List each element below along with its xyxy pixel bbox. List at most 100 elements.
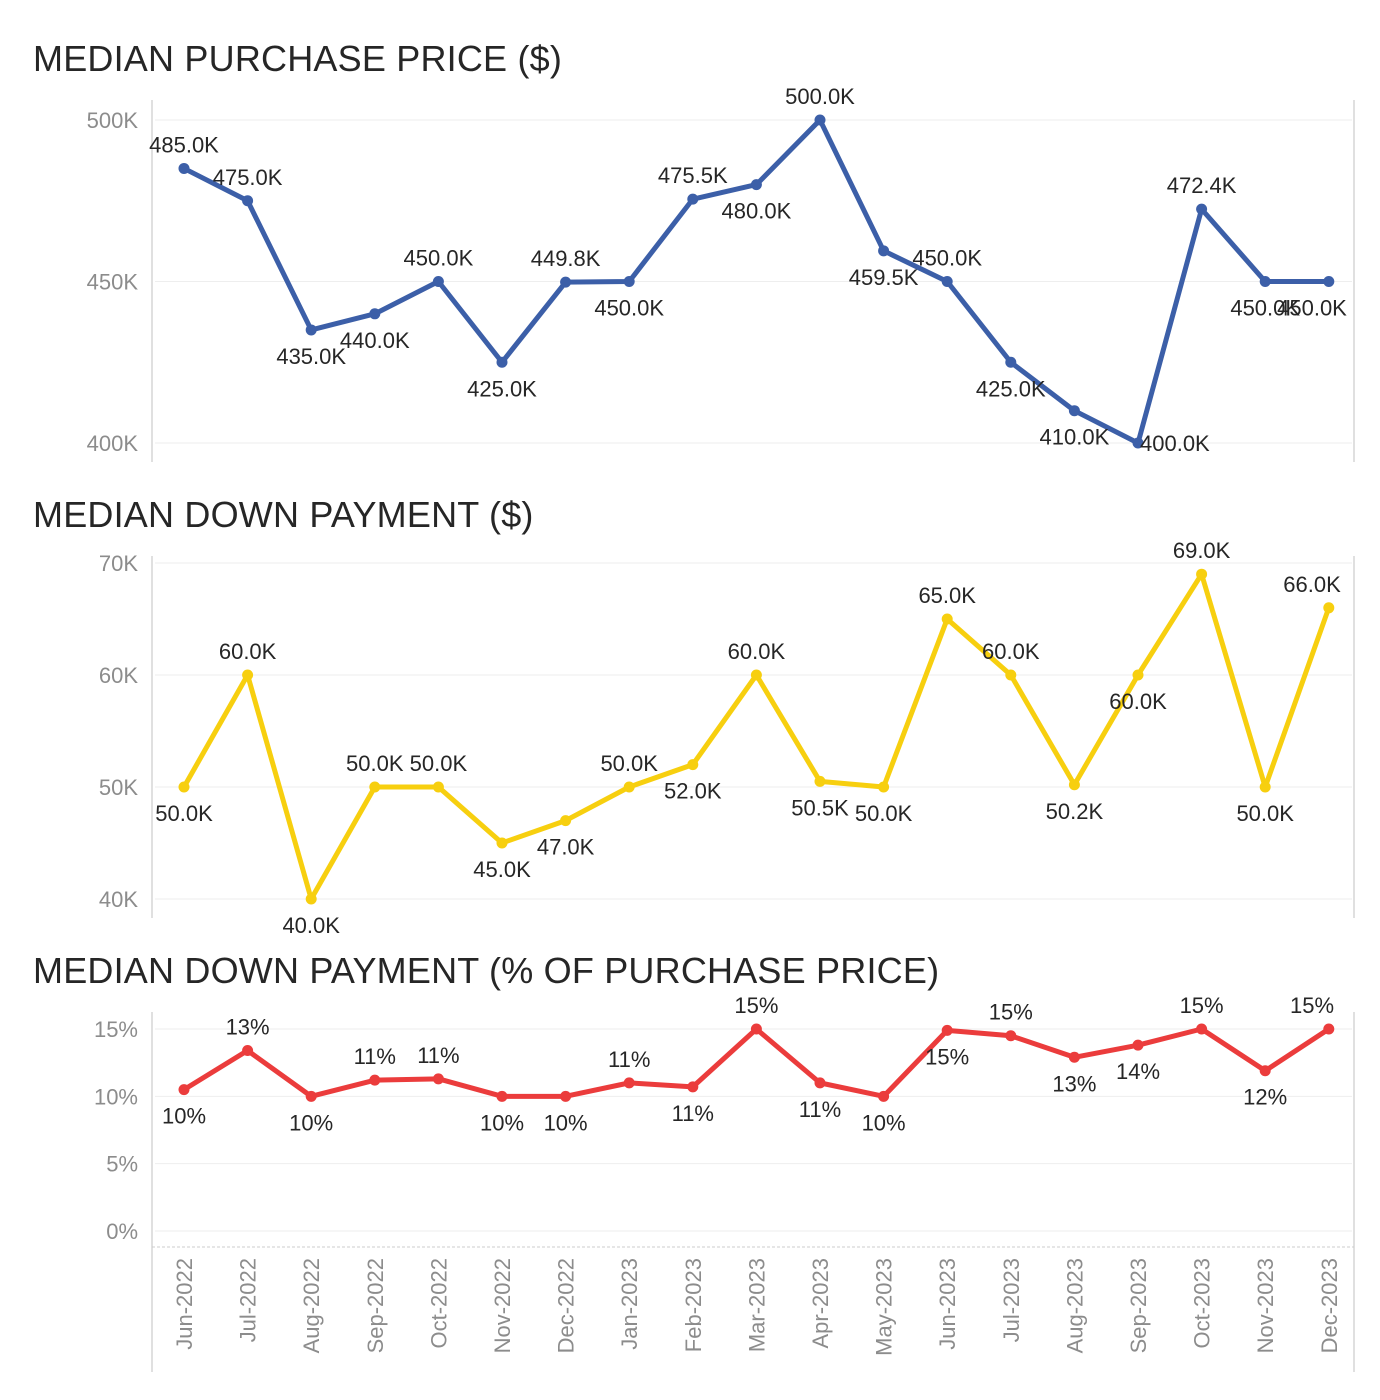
data-label: 15% — [1180, 993, 1224, 1018]
data-point — [305, 1090, 317, 1102]
data-label: 15% — [734, 993, 778, 1018]
data-label: 449.8K — [531, 246, 601, 271]
y-tick-label: 5% — [106, 1152, 138, 1177]
data-point — [178, 162, 190, 174]
x-tick-label: Nov-2022 — [490, 1258, 515, 1353]
x-tick-label: Apr-2023 — [808, 1258, 833, 1349]
x-tick-label: Jul-2022 — [236, 1258, 261, 1342]
data-point — [878, 245, 890, 257]
x-tick-label: Jun-2022 — [172, 1258, 197, 1350]
chart-title-down-payment: MEDIAN DOWN PAYMENT ($) — [33, 494, 534, 535]
data-label: 66.0K — [1283, 572, 1341, 597]
data-point — [687, 193, 699, 205]
data-label: 50.0K — [346, 751, 404, 776]
y-tick-label: 60K — [99, 663, 138, 688]
data-label: 15% — [925, 1044, 969, 1069]
data-label: 10% — [862, 1110, 906, 1135]
data-point — [750, 179, 762, 191]
x-tick-label: Sep-2023 — [1126, 1258, 1151, 1353]
y-tick-label: 40K — [99, 887, 138, 912]
data-point — [1132, 1039, 1144, 1051]
data-point — [623, 1077, 635, 1089]
y-tick-label: 15% — [94, 1017, 138, 1042]
data-point — [1196, 1023, 1208, 1035]
x-tick-label: Aug-2023 — [1062, 1258, 1087, 1353]
x-tick-label: May-2023 — [872, 1258, 897, 1356]
data-point — [369, 781, 381, 793]
y-tick-label: 450K — [87, 270, 139, 295]
data-point — [687, 1081, 699, 1093]
data-label: 450.0K — [1230, 296, 1300, 321]
data-label: 425.0K — [467, 376, 537, 401]
data-point — [242, 1045, 254, 1057]
data-point — [687, 759, 699, 771]
y-tick-label: 50K — [99, 775, 138, 800]
data-label: 60.0K — [982, 639, 1040, 664]
data-label: 11% — [672, 1101, 714, 1126]
data-label: 500.0K — [785, 84, 855, 109]
data-point — [432, 781, 444, 793]
data-label: 440.0K — [340, 328, 410, 353]
data-point — [369, 308, 381, 320]
x-tick-label: Jul-2023 — [999, 1258, 1024, 1342]
data-point — [305, 324, 317, 336]
data-point — [1005, 669, 1017, 681]
data-label: 450.0K — [594, 296, 664, 321]
data-label: 50.0K — [410, 751, 468, 776]
x-tick-label: Jun-2023 — [935, 1258, 960, 1350]
data-point — [560, 1090, 572, 1102]
y-tick-label: 10% — [94, 1084, 138, 1109]
data-point — [496, 356, 508, 368]
data-label: 50.5K — [791, 795, 849, 820]
data-label: 12% — [1243, 1085, 1287, 1110]
data-label: 40.0K — [282, 913, 340, 938]
data-point — [242, 669, 254, 681]
data-label: 50.0K — [1236, 801, 1294, 826]
data-point — [623, 781, 635, 793]
x-axis: Jun-2022 Jul-2022 Aug-2022 Sep-2022 Oct-2022… — [151, 1248, 1355, 1372]
data-point — [814, 1077, 826, 1089]
chart-title-purchase-price: MEDIAN PURCHASE PRICE ($) — [33, 38, 563, 79]
data-label: 13% — [1052, 1071, 1096, 1096]
x-tick-label: Aug-2022 — [299, 1258, 324, 1353]
data-point — [941, 613, 953, 625]
data-point — [814, 775, 826, 787]
data-label: 10% — [544, 1110, 588, 1135]
y-tick-label: 400K — [87, 431, 139, 456]
data-point — [750, 669, 762, 681]
x-tick-label: Oct-2022 — [426, 1258, 451, 1349]
data-label: 45.0K — [473, 857, 531, 882]
series-line — [181, 571, 1332, 902]
data-point — [623, 276, 635, 287]
x-tick-label: Mar-2023 — [744, 1258, 769, 1352]
data-label: 60.0K — [1109, 689, 1167, 714]
data-label: 10% — [162, 1104, 206, 1129]
x-tick-label: Jan-2023 — [617, 1258, 642, 1350]
data-label: 69.0K — [1173, 538, 1231, 563]
chart-panel-3: 0% 5% 10% 15% 10% 13% 10% 11% 11% 10% 10% 11% 11% 15%… — [94, 993, 1355, 1248]
x-tick-label: Dec-2023 — [1317, 1258, 1342, 1353]
data-label: 485.0K — [149, 132, 219, 157]
data-point — [1068, 1051, 1080, 1063]
data-label: 47.0K — [537, 835, 595, 860]
data-label: 472.4K — [1167, 173, 1237, 198]
data-point — [941, 276, 953, 287]
data-point — [1005, 1030, 1017, 1042]
data-label: 65.0K — [918, 583, 976, 608]
x-tick-label: Feb-2023 — [681, 1258, 706, 1352]
data-label: 52.0K — [664, 779, 722, 804]
data-point — [432, 1073, 444, 1085]
data-point — [750, 1023, 762, 1035]
data-point — [941, 1024, 953, 1036]
data-point — [1132, 669, 1144, 681]
data-point — [1259, 1065, 1271, 1077]
data-point — [1196, 203, 1208, 215]
data-point — [496, 837, 508, 849]
data-point — [369, 1074, 381, 1086]
data-point — [560, 815, 572, 827]
data-point — [178, 1084, 190, 1096]
data-label: 11% — [354, 1044, 396, 1069]
data-point — [1323, 276, 1335, 287]
data-point — [242, 195, 254, 207]
